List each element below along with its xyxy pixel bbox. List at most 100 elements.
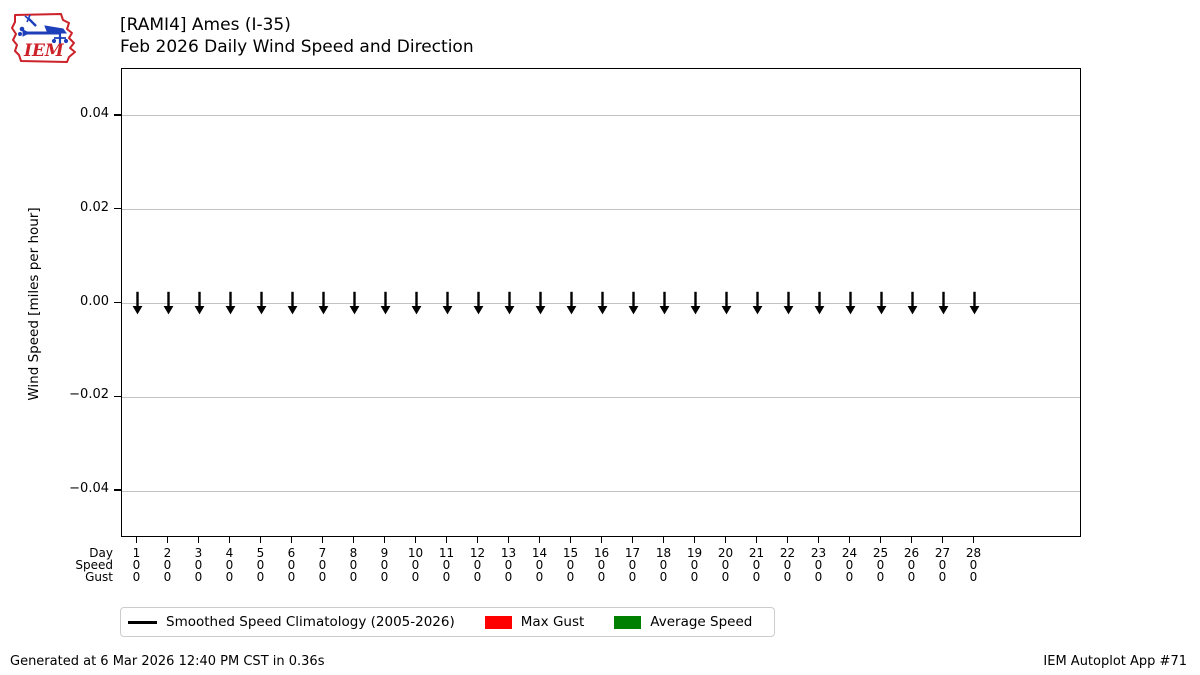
table-cell: 0 <box>349 558 358 572</box>
x-tick-mark <box>879 537 882 543</box>
table-cell: 0 <box>690 570 699 584</box>
x-tick-mark <box>724 537 727 543</box>
legend-line-swatch <box>128 620 157 624</box>
table-row-label: Speed <box>75 558 113 572</box>
y-tick-mark <box>114 114 121 116</box>
table-cell: 0 <box>163 558 172 572</box>
wind-direction-arrow <box>566 291 577 315</box>
table-cell: 0 <box>814 570 823 584</box>
table-cell: 0 <box>256 570 265 584</box>
y-tick-label: 0.04 <box>80 105 109 121</box>
table-cell: 21 <box>748 546 765 560</box>
y-gridline <box>122 490 1080 492</box>
y-gridline <box>122 396 1080 398</box>
table-cell: 10 <box>407 546 424 560</box>
x-tick-mark <box>941 537 944 543</box>
table-cell: 0 <box>287 570 296 584</box>
x-tick-mark <box>290 537 293 543</box>
x-tick-mark <box>321 537 324 543</box>
y-gridline <box>122 209 1080 211</box>
legend-item: Max Gust <box>484 614 584 630</box>
wind-direction-arrow <box>163 291 174 315</box>
table-cell: 27 <box>934 546 951 560</box>
wind-direction-arrow <box>380 291 391 315</box>
x-tick-mark <box>972 537 975 543</box>
table-cell: 20 <box>717 546 734 560</box>
wind-direction-arrow <box>938 291 949 315</box>
wind-direction-arrow <box>845 291 856 315</box>
iem-logo: IEM <box>11 13 76 63</box>
table-cell: 0 <box>566 570 575 584</box>
x-tick-mark <box>197 537 200 543</box>
table-cell: 0 <box>411 558 420 572</box>
chart-title-line1: [RAMI4] Ames (I-35) <box>120 15 291 35</box>
table-cell: 0 <box>473 558 482 572</box>
wind-direction-arrow <box>907 291 918 315</box>
wind-direction-arrow <box>411 291 422 315</box>
table-cell: 0 <box>814 558 823 572</box>
table-cell: 17 <box>624 546 641 560</box>
legend-label: Smoothed Speed Climatology (2005-2026) <box>166 614 455 630</box>
table-cell: 0 <box>318 570 327 584</box>
x-tick-mark <box>414 537 417 543</box>
wind-direction-arrow <box>535 291 546 315</box>
table-cell: 0 <box>907 558 916 572</box>
wind-direction-arrow <box>814 291 825 315</box>
table-cell: 0 <box>876 570 885 584</box>
table-cell: 0 <box>659 558 668 572</box>
legend-item: Smoothed Speed Climatology (2005-2026) <box>128 614 455 630</box>
chart-title-line2: Feb 2026 Daily Wind Speed and Direction <box>120 37 474 57</box>
app-credit-text: IEM Autoplot App #71 <box>1043 654 1187 669</box>
wind-direction-arrow <box>876 291 887 315</box>
y-tick-label: 0.02 <box>80 199 109 215</box>
y-tick-label: −0.04 <box>69 481 109 497</box>
table-cell: 1 <box>132 546 141 560</box>
chart-legend: Smoothed Speed Climatology (2005-2026) Ma… <box>120 607 775 637</box>
wind-direction-arrow <box>442 291 453 315</box>
table-cell: 0 <box>194 558 203 572</box>
x-tick-mark <box>352 537 355 543</box>
plot-area <box>121 68 1081 537</box>
table-cell: 0 <box>845 570 854 584</box>
table-cell: 9 <box>380 546 389 560</box>
wind-direction-arrow <box>628 291 639 315</box>
table-cell: 0 <box>969 570 978 584</box>
table-cell: 24 <box>841 546 858 560</box>
table-cell: 22 <box>779 546 796 560</box>
table-cell: 26 <box>903 546 920 560</box>
table-cell: 0 <box>504 558 513 572</box>
table-cell: 23 <box>810 546 827 560</box>
iowa-outline <box>11 13 76 63</box>
wind-direction-arrow <box>969 291 980 315</box>
x-tick-mark <box>445 537 448 543</box>
table-cell: 0 <box>752 570 761 584</box>
y-gridline <box>122 115 1080 117</box>
table-cell: 0 <box>721 558 730 572</box>
table-cell: 0 <box>163 570 172 584</box>
table-cell: 0 <box>442 558 451 572</box>
y-tick-mark <box>114 301 121 304</box>
table-cell: 16 <box>593 546 610 560</box>
table-cell: 28 <box>965 546 982 560</box>
table-cell: 0 <box>504 570 513 584</box>
table-cell: 14 <box>531 546 548 560</box>
chart-title-block: [RAMI4] Ames (I-35) Feb 2026 Daily Wind S… <box>120 14 474 58</box>
x-tick-mark <box>600 537 603 543</box>
wind-direction-arrow <box>132 291 143 315</box>
table-cell: 18 <box>655 546 672 560</box>
x-tick-mark <box>569 537 572 543</box>
table-cell: 0 <box>597 558 606 572</box>
x-tick-mark <box>507 537 510 543</box>
table-cell: 0 <box>752 558 761 572</box>
table-cell: 5 <box>256 546 265 560</box>
table-cell: 0 <box>132 558 141 572</box>
table-cell: 11 <box>438 546 455 560</box>
logo-text: IEM <box>23 41 65 61</box>
wind-direction-arrow <box>473 291 484 315</box>
table-cell: 0 <box>225 558 234 572</box>
table-cell: 12 <box>469 546 486 560</box>
wind-direction-arrow <box>318 291 329 315</box>
table-cell: 0 <box>690 558 699 572</box>
table-cell: 2 <box>163 546 172 560</box>
legend-label: Average Speed <box>650 614 753 630</box>
